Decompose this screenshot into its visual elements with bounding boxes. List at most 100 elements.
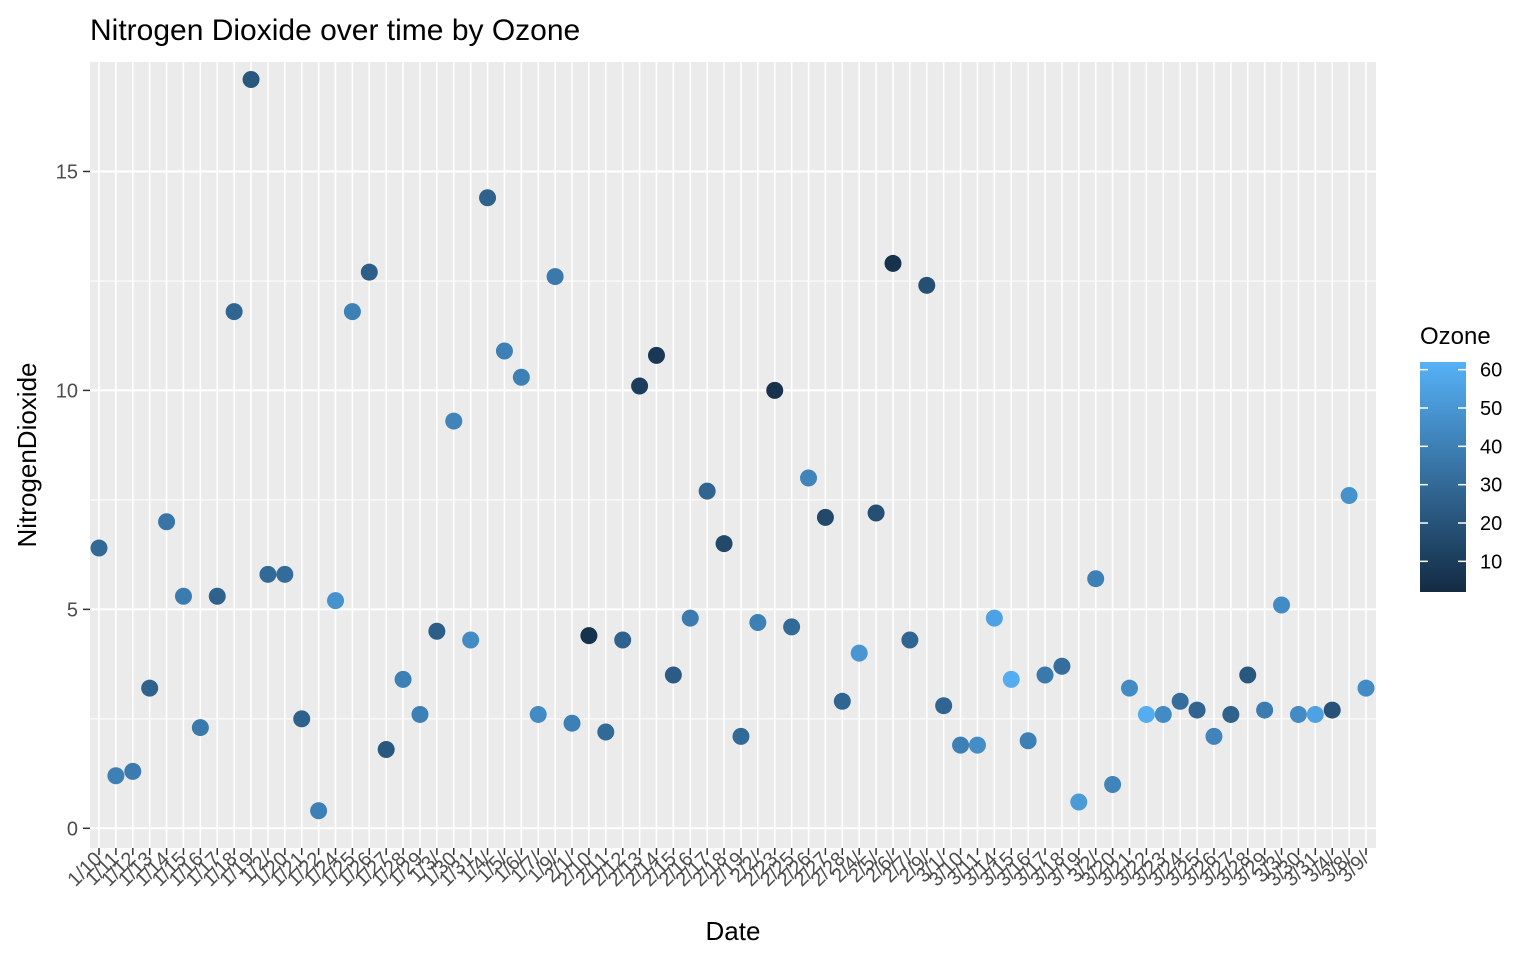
data-point [529, 705, 547, 723]
data-point [1154, 705, 1172, 723]
data-point [968, 736, 986, 754]
data-point [479, 189, 497, 207]
data-point [360, 263, 378, 281]
data-point [293, 710, 311, 728]
data-point [276, 565, 294, 583]
data-point [174, 587, 192, 605]
data-point [1087, 570, 1105, 588]
legend-tick-label: 10 [1480, 551, 1502, 573]
data-point [343, 303, 361, 321]
data-point [901, 631, 919, 649]
data-point [884, 254, 902, 272]
data-point [867, 504, 885, 522]
data-point [1070, 793, 1088, 811]
data-point [783, 618, 801, 636]
data-point [935, 697, 953, 715]
data-point [952, 736, 970, 754]
data-point [1002, 670, 1020, 688]
data-point [411, 705, 429, 723]
data-point [1053, 657, 1071, 675]
legend-tick-label: 40 [1480, 436, 1502, 458]
data-point [1289, 705, 1307, 723]
x-axis-title: Date [706, 916, 761, 946]
data-point [428, 622, 446, 640]
y-tick-label: 5 [67, 599, 78, 621]
data-point [90, 539, 108, 557]
data-point [614, 631, 632, 649]
data-point [124, 762, 142, 780]
data-point [681, 609, 699, 627]
legend-tick-label: 30 [1480, 475, 1502, 497]
y-tick-label: 15 [56, 161, 78, 183]
data-points [90, 71, 1375, 820]
data-point [1239, 666, 1257, 684]
y-axis-title: NitrogenDioxide [12, 363, 42, 548]
data-point [1323, 701, 1341, 719]
data-point [445, 412, 463, 430]
data-point [462, 631, 480, 649]
data-point [597, 723, 615, 741]
color-legend: Ozone 10 20 30 40 50 60 [1420, 323, 1502, 592]
data-point [377, 740, 395, 758]
data-point [1120, 679, 1138, 697]
data-point [816, 508, 834, 526]
gridlines [90, 62, 1376, 848]
legend-tick-label: 60 [1480, 360, 1502, 382]
data-point [310, 802, 328, 820]
data-point [580, 627, 598, 645]
data-point [546, 268, 564, 286]
data-point [1036, 666, 1054, 684]
data-point [647, 346, 665, 364]
legend-ticks: 10 20 30 40 50 60 [1420, 360, 1502, 573]
data-point [749, 613, 767, 631]
legend-colorbar [1420, 362, 1466, 592]
data-point [191, 719, 209, 737]
data-point [918, 276, 936, 294]
data-point [1019, 732, 1037, 750]
data-point [141, 679, 159, 697]
data-point [631, 377, 649, 395]
chart-title: Nitrogen Dioxide over time by Ozone [90, 14, 580, 47]
y-tick-label: 10 [56, 380, 78, 402]
data-point [1340, 487, 1358, 505]
data-point [664, 666, 682, 684]
data-point [985, 609, 1003, 627]
x-axis: 1/101/111/121/131/141/151/161/171/181/19… [63, 848, 1373, 891]
data-point [833, 692, 851, 710]
legend-tick-label: 20 [1480, 513, 1502, 535]
data-point [327, 592, 345, 610]
data-point [1273, 596, 1291, 614]
plot-panel [90, 62, 1376, 848]
data-point [394, 670, 412, 688]
data-point [732, 727, 750, 745]
data-point [1171, 692, 1189, 710]
data-point [225, 303, 243, 321]
data-point [259, 565, 277, 583]
y-axis: 0 5 10 15 [56, 161, 90, 840]
data-point [1188, 701, 1206, 719]
data-point [1137, 705, 1155, 723]
y-tick-label: 0 [67, 818, 78, 840]
data-point [495, 342, 513, 360]
data-point [1306, 705, 1324, 723]
data-point [698, 482, 716, 500]
data-point [1222, 705, 1240, 723]
data-point [1256, 701, 1274, 719]
data-point [242, 71, 260, 89]
data-point [208, 587, 226, 605]
legend-tick-label: 50 [1480, 398, 1502, 420]
data-point [512, 368, 530, 386]
data-point [850, 644, 868, 662]
data-point [1104, 776, 1122, 794]
legend-title: Ozone [1420, 323, 1491, 350]
data-point [715, 535, 733, 553]
data-point [766, 381, 784, 399]
data-point [1357, 679, 1375, 697]
data-point [563, 714, 581, 732]
data-point [158, 513, 176, 531]
data-point [1205, 727, 1223, 745]
data-point [800, 469, 818, 487]
data-point [107, 767, 125, 785]
